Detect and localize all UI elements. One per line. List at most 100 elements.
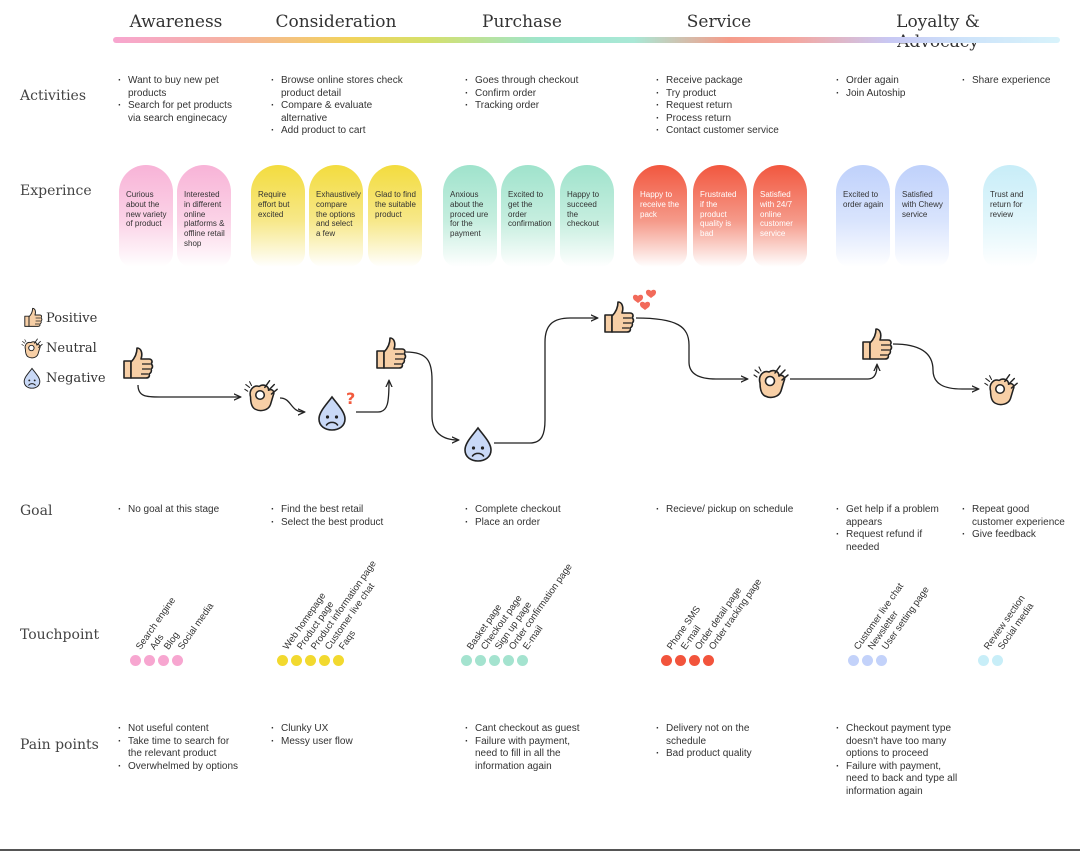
- list-item: Want to buy new pet products: [118, 75, 243, 100]
- experience-card: Glad to find the suitable product: [368, 165, 422, 267]
- row-label-experience: Experince: [20, 183, 92, 199]
- touchpoint-dot: [144, 655, 155, 666]
- touchpoint-dot: [305, 655, 316, 666]
- ok-hand-icon: [984, 373, 1018, 406]
- stage-service: Service: [686, 12, 752, 32]
- experience-card: Interested in different online platforms…: [177, 165, 231, 267]
- touchpoint-dot: [489, 655, 500, 666]
- list-item: Failure with payment, need to back and t…: [836, 761, 966, 799]
- touchpoint-dot: [158, 655, 169, 666]
- list-item: Contact customer service: [656, 125, 816, 138]
- list-item: Get help if a problem appears: [836, 504, 954, 529]
- list-item: Order again: [836, 75, 946, 88]
- touchpoint-dot: [978, 655, 989, 666]
- stage-purchase: Purchase: [482, 12, 562, 32]
- list-item: Place an order: [465, 517, 605, 530]
- list-item: Failure with payment, need to fill in al…: [465, 736, 590, 774]
- touchpoint-dot: [517, 655, 528, 666]
- row-label-pain-points: Pain points: [20, 737, 99, 753]
- goal-purchase: Complete checkout Place an order: [465, 504, 605, 529]
- stage-consideration: Consideration: [275, 12, 397, 32]
- list-item: Tracking order: [465, 100, 605, 113]
- activities-advocacy: Share experience: [962, 75, 1072, 88]
- legend-neutral: Neutral: [20, 336, 97, 360]
- list-item: Add product to cart: [271, 125, 416, 138]
- touchpoint-dot: [661, 655, 672, 666]
- experience-card: Satisfied with 24/7 online customer serv…: [753, 165, 807, 267]
- touchpoint-dot: [461, 655, 472, 666]
- pain-points-awareness: Not useful content Take time to search f…: [118, 723, 243, 773]
- legend-label: Positive: [46, 310, 98, 326]
- pain-points-consideration: Clunky UX Messy user flow: [271, 723, 401, 748]
- list-item: Clunky UX: [271, 723, 401, 736]
- list-item: Find the best retail: [271, 504, 411, 517]
- experience-card: Frustrated if the product quality is bad: [693, 165, 747, 267]
- touchpoint-dot: [876, 655, 887, 666]
- question-mark-annotation: ?: [346, 389, 355, 408]
- touchpoint-dot: [319, 655, 330, 666]
- row-label-goal: Goal: [20, 503, 53, 519]
- row-label-activities: Activities: [20, 88, 87, 104]
- list-item: Process return: [656, 113, 816, 126]
- experience-card: Trust and return for review: [983, 165, 1037, 267]
- thumbs-up-icon: [20, 306, 44, 330]
- experience-card: Exhaustively compare the options and sel…: [309, 165, 363, 267]
- list-item: Confirm order: [465, 88, 605, 101]
- list-item: Goes through checkout: [465, 75, 605, 88]
- legend-positive: Positive: [20, 306, 97, 330]
- ok-hand-icon: [20, 336, 44, 360]
- goal-advocacy: Repeat good customer experience Give fee…: [962, 504, 1072, 542]
- activities-service: Receive package Try product Request retu…: [656, 75, 816, 138]
- touchpoint-dot: [675, 655, 686, 666]
- touchpoint-dot: [703, 655, 714, 666]
- goal-service: Recieve/ pickup on schedule: [656, 504, 816, 517]
- experience-card: Curious about the new variety of product: [119, 165, 173, 267]
- thumbs-up-icon: [604, 301, 635, 333]
- sad-drop-icon: [318, 396, 346, 431]
- touchpoint-dot: [277, 655, 288, 666]
- touchpoint-dot: [862, 655, 873, 666]
- sad-drop-icon: [464, 427, 492, 462]
- experience-card: Happy to receive the pack: [633, 165, 687, 267]
- thumbs-up-icon: [123, 347, 154, 379]
- list-item: Not useful content: [118, 723, 243, 736]
- sad-drop-icon: [20, 366, 44, 390]
- list-item: Overwhelmed by options: [118, 761, 243, 774]
- touchpoint-dot: [992, 655, 1003, 666]
- activities-loyalty: Order again Join Autoship: [836, 75, 946, 100]
- touchpoint-label: Social media: [175, 601, 217, 652]
- page-bottom-divider: [0, 849, 1080, 851]
- row-label-touchpoint: Touchpoint: [20, 627, 100, 643]
- ok-hand-icon: [244, 379, 278, 412]
- list-item: Request return: [656, 100, 816, 113]
- list-item: Share experience: [962, 75, 1072, 88]
- stage-loyalty-advocacy: Loyalty & Advocacy: [896, 12, 980, 52]
- experience-card: Excited to get the order confirmation: [501, 165, 555, 267]
- legend-label: Neutral: [46, 340, 97, 356]
- touchpoint-dot: [503, 655, 514, 666]
- hearts-icon: [632, 289, 657, 310]
- legend-label: Negative: [46, 370, 106, 386]
- goal-awareness: No goal at this stage: [118, 504, 248, 517]
- experience-card: Excited to order again: [836, 165, 890, 267]
- list-item: Receive package: [656, 75, 816, 88]
- goal-loyalty: Get help if a problem appears Request re…: [836, 504, 954, 554]
- list-item: Select the best product: [271, 517, 411, 530]
- thumbs-up-icon: [376, 337, 407, 369]
- experience-card: Anxious about the proced ure for the pay…: [443, 165, 497, 267]
- legend-negative: Negative: [20, 366, 106, 390]
- list-item: Browse online stores check product detai…: [271, 75, 416, 100]
- list-item: Give feedback: [962, 529, 1072, 542]
- list-item: Cant checkout as guest: [465, 723, 590, 736]
- list-item: Recieve/ pickup on schedule: [656, 504, 816, 517]
- list-item: Try product: [656, 88, 816, 101]
- list-item: Repeat good customer experience: [962, 504, 1072, 529]
- list-item: Bad product quality: [656, 748, 771, 761]
- stage-gradient-bar: [113, 37, 1060, 43]
- touchpoint-dot: [333, 655, 344, 666]
- stage-awareness: Awareness: [129, 12, 223, 32]
- list-item: Complete checkout: [465, 504, 605, 517]
- pain-points-service: Delivery not on the schedule Bad product…: [656, 723, 771, 761]
- goal-consideration: Find the best retail Select the best pro…: [271, 504, 411, 529]
- list-item: Messy user flow: [271, 736, 401, 749]
